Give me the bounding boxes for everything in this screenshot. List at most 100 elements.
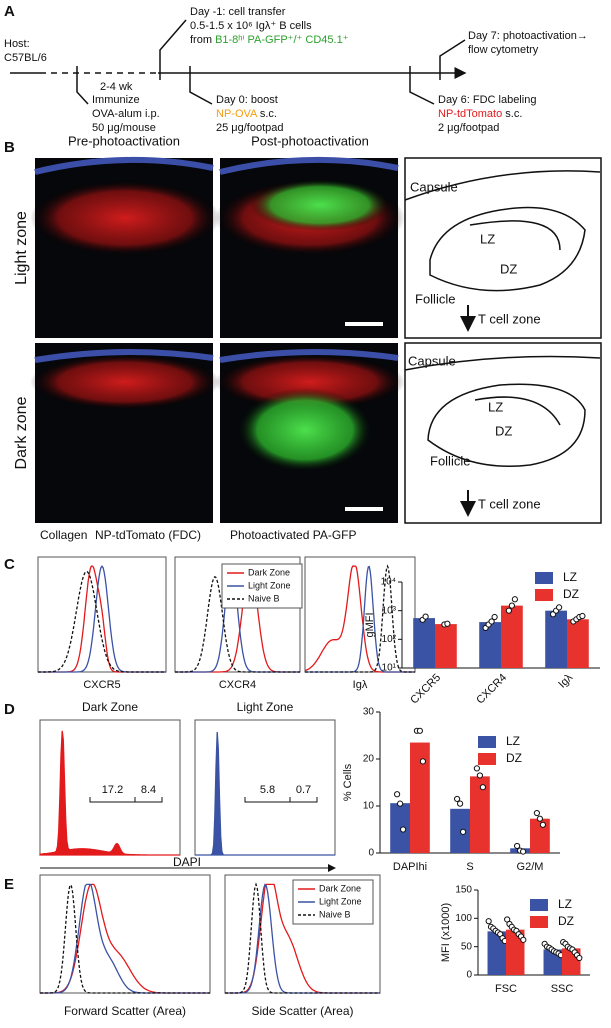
bar (470, 776, 490, 853)
micrographs (30, 156, 602, 524)
data-point (460, 828, 467, 835)
label: T cell zone (478, 311, 541, 326)
segment: 2 μg/footpad (438, 122, 499, 134)
event-text: Day 0: boost (216, 94, 278, 106)
histogram-curve (305, 564, 415, 673)
data-point (579, 612, 586, 620)
bar (410, 742, 430, 853)
label: LZ (480, 231, 495, 246)
data-point (520, 936, 527, 943)
label: Collagen (40, 528, 87, 542)
data-point (457, 800, 464, 807)
histogram-curve (40, 883, 210, 994)
data-point (539, 821, 547, 828)
bar (530, 818, 550, 853)
histogram-curve (38, 565, 166, 673)
label: DZ (500, 261, 517, 276)
histogram-frame (39, 874, 211, 994)
event-text: 25 μg/footpad (216, 122, 284, 134)
data-point (533, 809, 541, 817)
histogram-curve (39, 730, 180, 856)
histogram-curve (225, 882, 380, 994)
histogram-frame (174, 556, 301, 673)
data-point (505, 607, 512, 614)
bar (390, 803, 410, 853)
label: Photoactivated PA-GFP (230, 528, 357, 542)
y-tick-label: 100 (455, 913, 472, 924)
bar (501, 605, 523, 668)
segment: Day -1: cell transfer (190, 6, 286, 18)
x-tick-label: S (466, 861, 473, 873)
y-tick-label: 20 (363, 754, 375, 765)
event-text: Day 7: photoactivation→ (468, 30, 588, 42)
gate (244, 797, 318, 803)
segment: s.c. (502, 108, 522, 120)
y-label: gMFI (364, 612, 376, 637)
segment: NP-OVA (216, 108, 258, 120)
segment: flow cytometry (468, 44, 539, 56)
data-point (422, 613, 429, 620)
segment: 25 μg/footpad (216, 122, 284, 134)
label: 0.7 (296, 784, 311, 796)
event-text: OVA-alum i.p. (92, 108, 160, 120)
x-tick-label: CXCR4 (474, 672, 509, 707)
data-point (536, 815, 544, 822)
x-tick-label: G2/M (517, 861, 544, 873)
histogram-curve (225, 883, 380, 994)
event-text: Day 6: FDC labeling (438, 94, 536, 106)
label: Host: (4, 38, 30, 50)
label: 8.4 (141, 784, 156, 796)
label: Light zone (13, 211, 30, 285)
legend-swatch (530, 899, 548, 911)
label: C57BL/6 (4, 52, 47, 64)
label: Follicle (415, 291, 455, 306)
label: T cell zone (478, 496, 541, 511)
panel-label: C (4, 556, 15, 573)
y-tick-label: 0 (368, 848, 374, 859)
label: Side Scatter (Area) (251, 1004, 353, 1018)
histogram-curve (38, 565, 166, 673)
label: 5.8 (260, 784, 275, 796)
label: Dark Zone (319, 883, 361, 893)
label: LZ (488, 399, 503, 414)
label: Dark Zone (82, 700, 138, 714)
event-text: NP-OVA s.c. (216, 108, 277, 120)
legend-label: LZ (506, 734, 520, 748)
label: Light Zone (237, 700, 294, 714)
label: Capsule (410, 179, 458, 194)
data-point (476, 772, 483, 779)
data-point (511, 596, 518, 603)
bar (545, 610, 567, 668)
y-tick-label: 10¹ (382, 663, 397, 674)
legend-label: LZ (563, 570, 577, 584)
gate (89, 797, 163, 803)
legend-label: DZ (506, 751, 522, 765)
segment: s.c. (257, 108, 277, 120)
data-point (444, 620, 451, 627)
segment: from (190, 34, 215, 46)
histogram-curve (175, 576, 300, 673)
histogram-curve (195, 731, 335, 856)
y-tick-label: 10² (382, 634, 397, 645)
data-point (394, 791, 401, 798)
bar (506, 929, 525, 975)
data-point (576, 954, 583, 962)
panel-label: E (4, 876, 14, 893)
data-point (488, 618, 495, 625)
segment: B1-8ʰⁱ PA-GFP⁺/⁺ CD45.1⁺ (215, 34, 349, 46)
data-point (419, 758, 426, 765)
data-point (491, 613, 498, 621)
event-text: Immunize (92, 94, 140, 106)
bar (413, 618, 435, 668)
y-label: MFI (x1000) (440, 903, 452, 962)
legend-label: LZ (558, 897, 572, 911)
segment: Immunize (92, 94, 140, 106)
label: Naive B (248, 593, 280, 603)
panel-label: D (4, 701, 15, 718)
label: Igλ (353, 679, 368, 691)
data-point (400, 826, 407, 833)
label: NP-tdTomato (FDC) (95, 528, 201, 542)
label: Capsule (408, 353, 456, 368)
y-tick-label: 30 (363, 707, 375, 718)
